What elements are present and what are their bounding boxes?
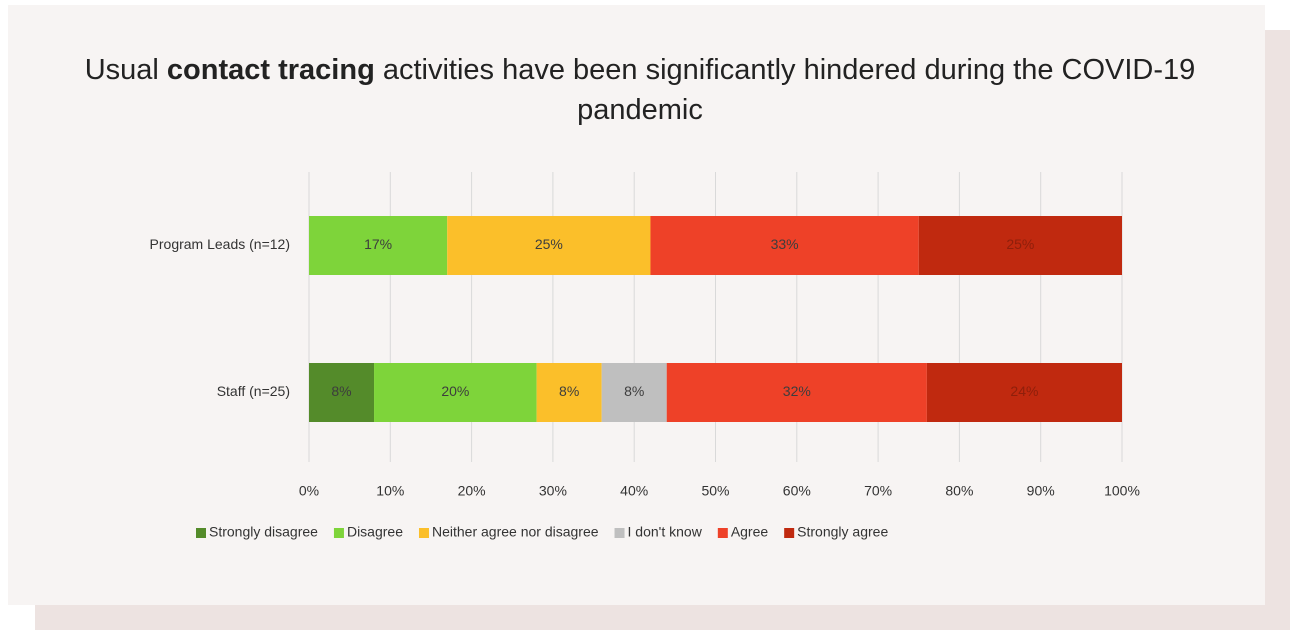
legend-swatch [333, 528, 344, 538]
x-tick-label: 40% [620, 483, 648, 499]
x-tick-label: 10% [376, 483, 404, 499]
x-tick-label: 60% [783, 483, 811, 499]
legend-label: Disagree [347, 524, 403, 540]
legend-label: I don't know [628, 524, 703, 540]
title-bold: contact tracing [166, 54, 375, 86]
category-label: Program Leads (n=12) [150, 236, 290, 252]
x-tick-label: 70% [864, 483, 892, 499]
bar-segment [309, 216, 448, 275]
x-tick-label: 90% [1027, 483, 1055, 499]
title-part: Usual [84, 54, 167, 86]
x-tick-label: 80% [945, 483, 973, 499]
data-label: 33% [771, 236, 799, 252]
data-label: 17% [364, 236, 392, 252]
data-label: 8% [559, 383, 579, 399]
title-part: activities have been significantly hinde… [374, 54, 1204, 126]
data-label: 20% [441, 383, 469, 399]
legend-label: Agree [731, 524, 769, 540]
legend-label: Strongly agree [797, 524, 888, 540]
legend-swatch [196, 528, 206, 538]
bar-segment [447, 216, 651, 275]
legend-label: Strongly disagree [209, 524, 318, 540]
bar-segment [666, 363, 927, 422]
data-label: 8% [624, 383, 644, 399]
x-tick-label: 30% [539, 483, 567, 499]
category-label: Staff (n=25) [217, 383, 290, 399]
x-tick-label: 50% [701, 483, 729, 499]
data-label: 32% [783, 383, 811, 399]
x-tick-label: 20% [458, 483, 486, 499]
bar-segment [918, 216, 1122, 275]
data-label: 25% [1006, 236, 1034, 252]
bar-segment [374, 363, 537, 422]
data-label: 25% [535, 236, 563, 252]
x-tick-label: 0% [299, 483, 319, 499]
bar-segment [650, 216, 919, 275]
data-label: 24% [1010, 383, 1038, 399]
legend-swatch [418, 528, 429, 538]
x-tick-label: 100% [1104, 483, 1140, 499]
legend-label: Neither agree nor disagree [432, 524, 599, 540]
bar-segment [309, 363, 375, 422]
bar-segment [536, 363, 602, 422]
card [8, 5, 1265, 605]
bar-segment [926, 363, 1122, 422]
legend-swatch [614, 528, 625, 538]
bar-segment [601, 363, 667, 422]
chart-title: Usual contact tracing activities have be… [60, 50, 1220, 130]
legend-swatch [784, 528, 795, 538]
legend-swatch [717, 528, 728, 538]
data-label: 8% [331, 383, 351, 399]
